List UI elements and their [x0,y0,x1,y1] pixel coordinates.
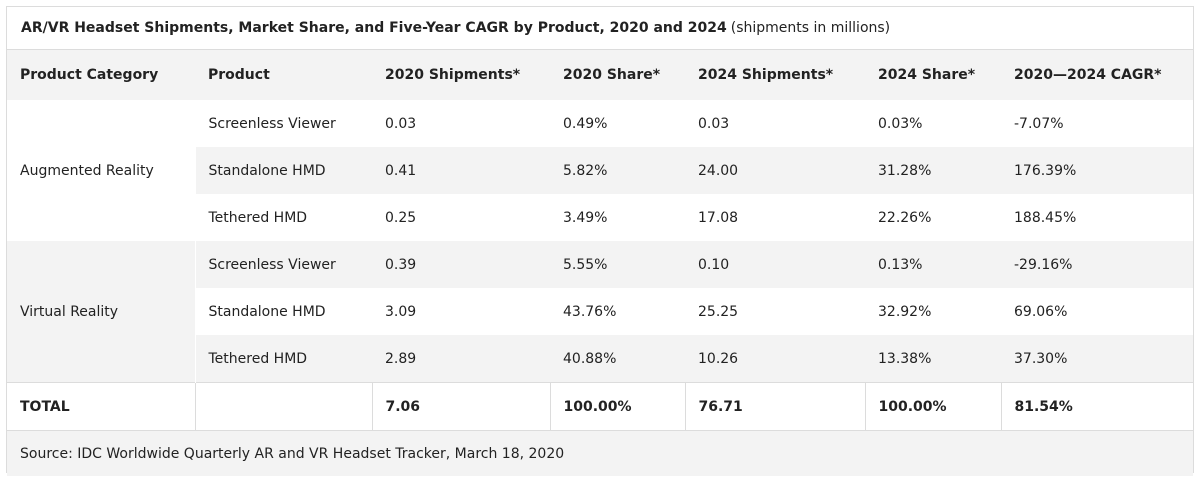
total-row: TOTAL 7.06 100.00% 76.71 100.00% 81.54% [7,382,1193,431]
table-row: Tethered HMD 2.89 40.88% 10.26 13.38% 37… [7,335,1193,383]
cell-ship-2020: 0.41 [372,147,550,194]
cell-share-2024: 32.92% [878,303,932,320]
cell-share-2020: 0.49% [563,115,608,132]
header-cagr: 2020—2024 CAGR* [1001,50,1193,100]
total-ship-2024: 76.71 [684,382,865,431]
cell-share-2020: 43.76% [563,303,617,320]
header-2024-share: 2024 Share* [865,50,1001,100]
header-product-category: Product Category [7,50,195,100]
cell-share-2024: 31.28% [865,147,1001,194]
total-label: TOTAL [7,382,195,431]
table-row: Augmented Reality Screenless Viewer 0.03… [7,100,1193,241]
table-row: Virtual Reality Screenless Viewer 0.39 5… [7,241,1193,383]
cell-product: Screenless Viewer [208,115,336,132]
table-title-bar: AR/VR Headset Shipments, Market Share, a… [7,7,1193,50]
cell-share-2020: 5.55% [550,241,685,288]
cell-share-2020: 5.82% [550,147,685,194]
cell-ship-2020: 0.39 [372,241,550,288]
table-row: Standalone HMD 3.09 43.76% 25.25 32.92% … [7,288,1193,335]
cell-share-2024: 0.03% [878,115,923,132]
total-share-2020: 100.00% [549,382,685,431]
category-augmented-reality: Augmented Reality [7,100,196,241]
table-subtitle: (shipments in millions) [730,20,891,36]
cell-share-2020: 3.49% [563,209,608,226]
cell-product: Standalone HMD [208,303,326,320]
table-row: Tethered HMD 0.25 3.49% 17.08 22.26% 188… [7,194,1193,241]
header-product: Product [195,50,372,100]
total-ship-2020: 7.06 [371,382,550,431]
cell-cagr: 37.30% [1001,335,1193,383]
cell-product: Tethered HMD [195,335,372,383]
cell-ship-2024: 10.26 [685,335,865,383]
cell-cagr: 176.39% [1001,147,1193,194]
header-2020-share: 2020 Share* [550,50,685,100]
cell-product: Screenless Viewer [195,241,372,288]
cell-ship-2024: 25.25 [698,303,739,320]
cell-share-2024: 0.13% [865,241,1001,288]
cell-product: Standalone HMD [195,147,372,194]
total-cagr: 81.54% [1000,382,1193,431]
cell-cagr: -7.07% [1014,115,1064,132]
table-container: AR/VR Headset Shipments, Market Share, a… [6,6,1194,476]
cell-cagr: -29.16% [1001,241,1193,288]
cell-ship-2024: 0.10 [685,241,865,288]
cell-ship-2024: 24.00 [685,147,865,194]
cell-product: Tethered HMD [208,209,308,226]
cell-ship-2020: 0.03 [385,115,417,132]
cell-cagr: 69.06% [1014,303,1068,320]
total-share-2024: 100.00% [864,382,1001,431]
header-2020-shipments: 2020 Shipments* [372,50,550,100]
cell-ship-2020: 3.09 [385,303,417,320]
cell-share-2020: 40.88% [550,335,685,383]
shipments-table: Product Category Product 2020 Shipments*… [7,50,1193,431]
cell-ship-2024: 17.08 [698,209,739,226]
source-text: Source: IDC Worldwide Quarterly AR and V… [20,445,565,462]
total-product [194,382,372,431]
cell-ship-2024: 0.03 [698,115,730,132]
source-note: Source: IDC Worldwide Quarterly AR and V… [7,431,1193,476]
cell-cagr: 188.45% [1014,209,1077,226]
cell-ship-2020: 2.89 [372,335,550,383]
cell-share-2024: 13.38% [865,335,1001,383]
cell-ship-2020: 0.25 [385,209,417,226]
table-row: Standalone HMD 0.41 5.82% 24.00 31.28% 1… [7,147,1193,194]
header-2024-shipments: 2024 Shipments* [685,50,865,100]
cell-share-2024: 22.26% [878,209,932,226]
header-row: Product Category Product 2020 Shipments*… [7,50,1193,100]
category-virtual-reality: Virtual Reality [7,241,196,383]
table-title: AR/VR Headset Shipments, Market Share, a… [21,20,727,36]
